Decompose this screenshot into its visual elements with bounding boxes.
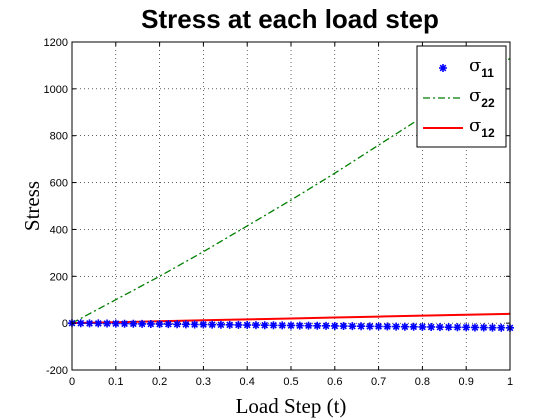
series-11-point <box>155 320 164 329</box>
legend-label-subscript: 11 <box>481 66 494 80</box>
series-11-point <box>470 323 479 332</box>
x-tick-label: 0.9 <box>459 376 474 388</box>
series-11-point <box>120 319 129 328</box>
y-tick-label: 200 <box>50 271 68 283</box>
y-tick-label: 1000 <box>44 84 68 96</box>
legend-label-base: σ <box>469 115 481 136</box>
series-11-point <box>497 323 506 332</box>
y-tick-label: 1200 <box>44 37 68 49</box>
legend-label-base: σ <box>469 85 481 106</box>
series-11-point <box>330 321 339 330</box>
y-tick-label: 800 <box>50 131 68 143</box>
series-11-point <box>146 319 155 328</box>
series-11-point <box>462 323 471 332</box>
series-11-point <box>365 322 374 331</box>
series-11-point <box>269 321 278 330</box>
y-tick-label: 400 <box>50 224 68 236</box>
x-tick-label: 0.6 <box>327 376 342 388</box>
series-11-point <box>76 319 85 328</box>
x-axis-label: Load Step (t) <box>236 394 347 418</box>
legend-box <box>416 45 507 148</box>
y-tick-label: -200 <box>46 365 68 377</box>
x-tick-label: 1 <box>507 376 513 388</box>
series-11-point <box>251 321 260 330</box>
series-11-point <box>488 323 497 332</box>
x-tick-label: 0.4 <box>240 376 255 388</box>
legend-label-subscript: 22 <box>481 96 495 110</box>
series-11-point <box>427 322 436 331</box>
series-11-point <box>138 319 147 328</box>
series-11-point <box>243 321 252 330</box>
series-11-point <box>85 319 94 328</box>
legend-label: σ12 <box>469 115 495 140</box>
legend-label-base: σ <box>469 55 481 76</box>
series-11-point <box>418 322 427 331</box>
series-11-point <box>435 323 444 332</box>
series-11-point <box>392 322 401 331</box>
series-11-point <box>339 322 348 331</box>
x-tick-label: 0.2 <box>152 376 167 388</box>
series-11-point <box>278 321 287 330</box>
y-tick-label: 600 <box>50 178 68 190</box>
series-11-point <box>103 319 112 328</box>
series-11-point <box>304 321 313 330</box>
series-11-point <box>225 320 234 329</box>
axis-ticks: 0 0.1 0.2 0.3 0.4 0.5 0.6 0.7 0.8 0.9 1-2000200400… <box>44 37 514 388</box>
series-11-point <box>260 321 269 330</box>
x-tick-label: 0.5 <box>283 376 298 388</box>
series-11-point <box>208 320 217 329</box>
series-11-point <box>357 322 366 331</box>
legend-entry: σ11 <box>439 55 494 80</box>
series-11-point <box>313 321 322 330</box>
series-11-point <box>173 320 182 329</box>
series-11-point <box>383 322 392 331</box>
x-tick-label: 0.3 <box>196 376 211 388</box>
series-11-point <box>409 322 418 331</box>
series-11-point <box>234 320 243 329</box>
series-11-point <box>129 319 138 328</box>
legend-entry: σ22 <box>423 85 495 110</box>
series-11-point <box>164 320 173 329</box>
x-tick-label: 0 <box>69 376 75 388</box>
series-11-point <box>374 322 383 331</box>
series-11-point <box>181 320 190 329</box>
legend-label: σ11 <box>469 55 494 80</box>
series-11-point <box>190 320 199 329</box>
y-tick-label: 0 <box>62 318 68 330</box>
series-11-point <box>94 319 103 328</box>
x-tick-label: 0.7 <box>371 376 386 388</box>
series-11-point <box>479 323 488 332</box>
series-11-point <box>444 323 453 332</box>
legend-marker-11 <box>439 64 447 72</box>
series-11-point <box>199 320 208 329</box>
legend-label: σ22 <box>469 85 495 110</box>
series-11-point <box>400 322 409 331</box>
series-11-point <box>295 321 304 330</box>
series-11-point <box>216 320 225 329</box>
legend-entry: σ12 <box>423 115 495 140</box>
series-11-point <box>287 321 295 330</box>
chart-title: Stress at each load step <box>141 4 439 34</box>
series-11-point <box>111 319 120 328</box>
x-tick-label: 0.1 <box>108 376 123 388</box>
series-11-point <box>348 322 357 331</box>
series-11-point <box>322 321 331 330</box>
y-axis-label: Stress <box>20 181 44 231</box>
series-11-point <box>453 323 462 332</box>
legend-label-subscript: 12 <box>481 126 495 140</box>
x-tick-label: 0.8 <box>415 376 430 388</box>
